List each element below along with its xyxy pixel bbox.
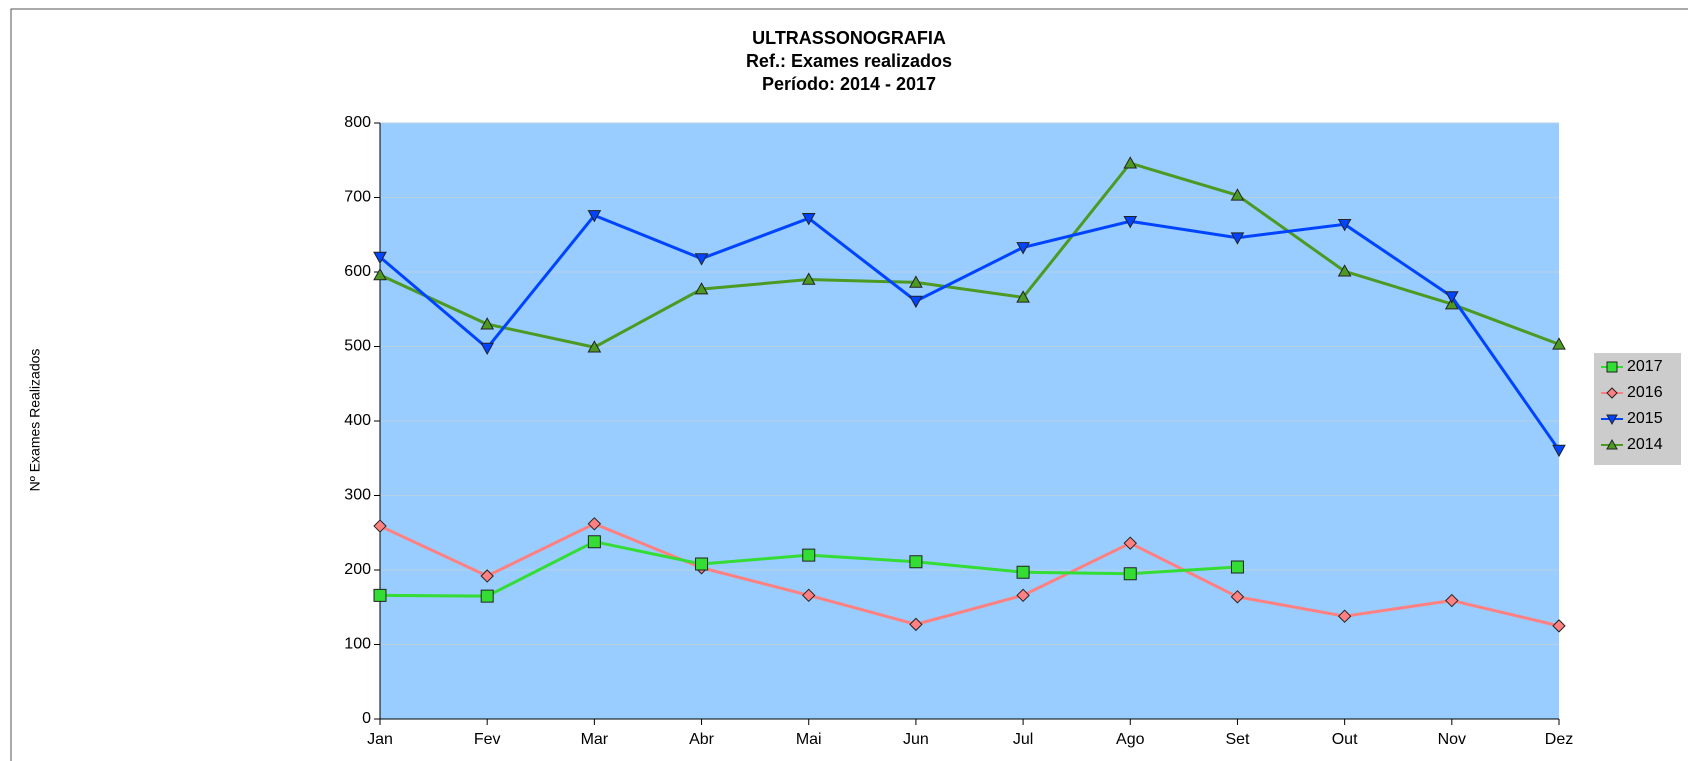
data-point [1123,567,1137,581]
chart-subtitle: Período: 2014 - 2017 [762,74,936,94]
x-tick-label: Mar [581,731,609,748]
data-point [1123,156,1138,169]
data-point [480,317,495,330]
data-point [1445,593,1459,608]
x-tick-label: Ago [1116,731,1145,748]
y-tick-label: 400 [344,412,371,429]
x-tick-label: Abr [689,731,715,748]
data-point [1552,444,1566,458]
legend-label: 2014 [1627,436,1663,453]
data-point [587,210,602,223]
data-point [801,272,816,285]
chart-title: ULTRASSONOGRAFIA [752,28,946,48]
x-tick-label: Jul [1013,731,1033,748]
data-point [909,617,923,632]
y-tick-label: 800 [344,114,371,131]
data-point [695,557,709,571]
y-tick-label: 100 [344,636,371,653]
data-point [587,535,601,549]
data-point [480,589,494,603]
x-tick-label: Nov [1438,731,1466,748]
legend-marker [1606,387,1618,399]
data-point [801,213,816,226]
data-point [373,251,387,265]
y-tick-label: 600 [344,263,371,280]
y-tick-label: 300 [344,487,371,504]
x-tick-label: Jun [903,731,929,748]
data-point [909,555,923,569]
data-point [1230,232,1245,245]
data-point [909,295,923,309]
data-point [694,282,709,295]
data-point [1230,188,1245,201]
data-point [1552,337,1566,350]
data-point [1123,216,1138,229]
data-point [1123,536,1137,550]
data-point [1016,290,1030,303]
data-point [373,519,387,533]
x-tick-label: Out [1332,731,1358,748]
legend-marker [1606,414,1618,426]
x-tick-label: Set [1225,731,1250,748]
data-point [1337,609,1352,623]
series-line [379,213,1561,451]
data-point [1016,588,1030,603]
x-tick-label: Mai [796,731,822,748]
legend-marker [1606,361,1618,373]
data-point [373,588,387,602]
y-tick-label: 0 [362,710,371,727]
data-point [802,588,816,603]
legend-marker [1606,438,1618,450]
y-tick-label: 700 [344,189,371,206]
data-point [480,342,495,356]
legend-label: 2016 [1627,384,1663,401]
series-line [379,161,1560,349]
data-point [802,548,816,562]
data-point [587,517,602,531]
data-point [1230,560,1244,574]
data-point [1230,590,1245,604]
data-point [1016,565,1030,579]
data-point [1337,219,1352,232]
data-point [1337,264,1352,277]
y-tick-label: 500 [344,338,371,355]
legend-label: 2015 [1627,410,1663,427]
data-point [1016,242,1030,255]
series-line [379,522,1560,628]
x-tick-label: Dez [1545,731,1573,748]
data-point [373,267,387,281]
data-point [1552,619,1566,633]
chart-frame [10,8,1688,761]
x-tick-label: Jan [367,731,393,748]
data-point [909,275,923,288]
data-point [480,569,494,583]
legend-label: 2017 [1627,358,1663,375]
x-tick-label: Fev [474,731,501,748]
data-point [587,340,602,353]
y-axis-label: Nº Exames Realizados [27,349,43,492]
y-tick-label: 200 [344,561,371,578]
chart-subtitle: Ref.: Exames realizados [746,51,952,71]
data-point [1444,291,1459,304]
data-point [694,253,709,266]
